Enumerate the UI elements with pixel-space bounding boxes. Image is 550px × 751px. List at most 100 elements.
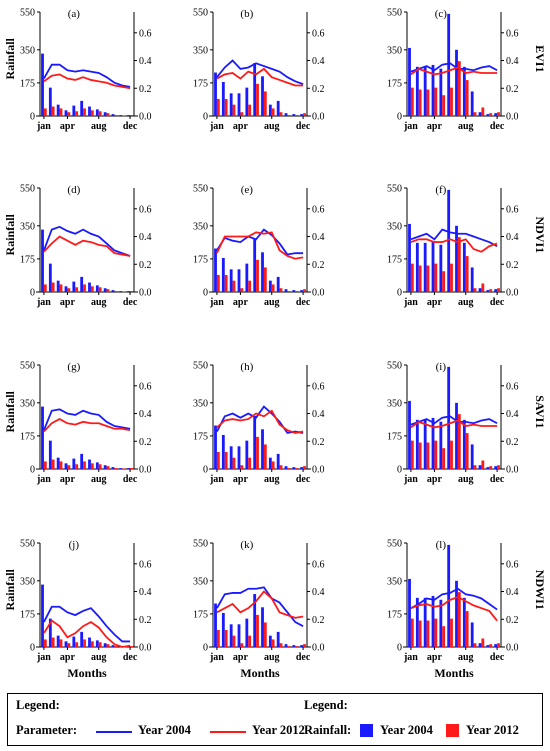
- panel-j-label: (j): [69, 539, 80, 551]
- panel-i-month-label: jan: [403, 474, 418, 485]
- panel-j-bar-2012: [106, 644, 110, 647]
- panel-k-bar-2004: [237, 624, 241, 647]
- panel-a-month-label: apr: [60, 121, 76, 132]
- panel-k-bar-2004: [284, 644, 288, 647]
- panel-a-bar-2012: [83, 108, 86, 116]
- panel-k-line-2012: [216, 590, 304, 619]
- panel-d-month-label: aug: [91, 297, 107, 308]
- panel-i-right-tick-label: 0.6: [506, 381, 519, 392]
- panel-e-month-label: apr: [233, 297, 249, 308]
- panel-f-bar-2012: [473, 288, 477, 292]
- panel-j-bar-2004: [88, 637, 91, 647]
- panel-c-bar-2012: [489, 113, 493, 116]
- panel-e-bar-2004: [229, 269, 233, 292]
- panel-d-bar-2004: [48, 263, 52, 292]
- panel-f-bar-2012: [410, 263, 414, 292]
- panel-i-right-tick-label: 0.2: [506, 437, 519, 448]
- panel-g-bar-2004: [80, 453, 84, 469]
- panel-c-month-label: jan: [403, 121, 418, 132]
- panel-d-bar-2004: [103, 288, 107, 292]
- panel-l-bar-2012: [434, 618, 438, 647]
- panel-d-bar-2004: [111, 290, 115, 292]
- panel-f-bar-2012: [481, 283, 485, 292]
- panel-e-right-tick-label: 0.2: [312, 260, 325, 271]
- panel-g-right-tick-label: 0.2: [139, 437, 152, 448]
- panel-b-bar-2012: [287, 115, 291, 116]
- panel-b-bar-2012: [263, 91, 267, 116]
- panel-c-bar-2004: [447, 13, 451, 117]
- panel-l-left-tick-label: 350: [387, 576, 402, 587]
- panel-k-line-2004: [216, 586, 304, 627]
- panel-i-bar-2012: [497, 465, 500, 469]
- panel-j-bar-2012: [43, 639, 47, 647]
- panel-f-right-tick-label: 0.6: [506, 204, 519, 215]
- panel-b-month-label: dec: [296, 121, 311, 132]
- panel-l-left-tick-label: 0: [397, 643, 402, 654]
- legend-line-2012-label: Year 2012: [252, 723, 305, 737]
- panel-h-bar-2004: [276, 453, 280, 469]
- panel-i-left-tick-label: 175: [387, 431, 402, 442]
- panel-i-line-2012: [410, 419, 498, 429]
- panel-c-left-tick-label: 550: [387, 8, 402, 19]
- panel-d-right-tick-label: 0.2: [139, 260, 152, 271]
- panel-c-right-tick-label: 0.4: [506, 56, 519, 67]
- panel-f-right-tick-label: 0.0: [506, 288, 519, 299]
- panel-g-bar-2004: [127, 468, 131, 469]
- panel-c-bar-2004: [431, 64, 435, 116]
- panel-k-month-label: dec: [296, 652, 311, 663]
- panel-b-bar-2004: [237, 93, 241, 116]
- panel-l-bar-2004: [415, 597, 419, 647]
- panel-d-bar-2004: [72, 281, 76, 292]
- panel-g-left-tick-label: 0: [30, 465, 35, 476]
- panel-b-line-2012: [216, 67, 304, 87]
- panel-g-bar-2004: [95, 462, 99, 469]
- panel-a-bar-2004: [72, 105, 76, 116]
- panel-i-bar-2012: [457, 414, 461, 469]
- panel-g-bar-2012: [90, 463, 94, 469]
- panel-e-bar-2004: [214, 248, 217, 292]
- panel-c-line-2012: [410, 66, 498, 76]
- panel-j-bar-2012: [83, 639, 86, 647]
- panel-d-bar-2004: [41, 229, 44, 292]
- panel-g-month-label: dec: [123, 474, 138, 485]
- panel-f-month-label: apr: [427, 297, 443, 308]
- panel-e-bar-2012: [279, 288, 283, 292]
- panel-f-bar-2004: [462, 242, 466, 292]
- panel-c-bar-2004: [462, 66, 466, 116]
- panel-k-bar-2012: [216, 629, 220, 647]
- panel-k-bar-2004: [276, 631, 280, 647]
- panel-l-line-2012: [410, 596, 498, 622]
- panel-b-month-label: aug: [264, 121, 280, 132]
- panel-f-bar-2012: [465, 256, 469, 292]
- panel-k-month-label: apr: [233, 652, 249, 663]
- panel-k-bar-2012: [224, 629, 228, 647]
- legend-rainfall-label: Rainfall:: [304, 723, 352, 737]
- legend-line-2004-label: Year 2004: [138, 723, 191, 737]
- panel-j-right-tick-label: 0.0: [139, 643, 152, 654]
- panel-i-bar-2012: [465, 433, 469, 469]
- panel-b-left-tick-label: 175: [193, 78, 208, 89]
- panel-e-right-tick-label: 0.6: [312, 204, 325, 215]
- panel-d-bar-2012: [114, 291, 118, 292]
- panel-f-bar-2012: [457, 237, 461, 292]
- panel-l-right-tick-label: 0.0: [506, 643, 519, 654]
- panel-e-left-tick-label: 350: [193, 221, 208, 232]
- panel-b-bar-2004: [284, 113, 288, 116]
- panel-g-bar-2004: [88, 459, 91, 469]
- panel-i-bar-2004: [415, 419, 419, 469]
- panel-b-bar-2004: [300, 114, 304, 116]
- panel-c-bar-2012: [457, 61, 461, 116]
- panel-j-left-tick-label: 550: [20, 539, 35, 550]
- panel-h-month-label: dec: [296, 474, 311, 485]
- panel-i-bar-2004: [478, 465, 482, 469]
- panel-j-bar-2012: [114, 646, 118, 647]
- panel-h-month-label: jan: [209, 474, 224, 485]
- panel-f-left-tick-label: 350: [387, 221, 402, 232]
- panel-l-month-label: apr: [427, 652, 443, 663]
- panel-h-bar-2004: [245, 440, 249, 469]
- panel-f-bar-2004: [431, 240, 435, 292]
- panel-h-month-label: apr: [233, 474, 249, 485]
- panel-l-bar-2004: [439, 599, 443, 647]
- panel-b-bar-2012: [271, 108, 275, 116]
